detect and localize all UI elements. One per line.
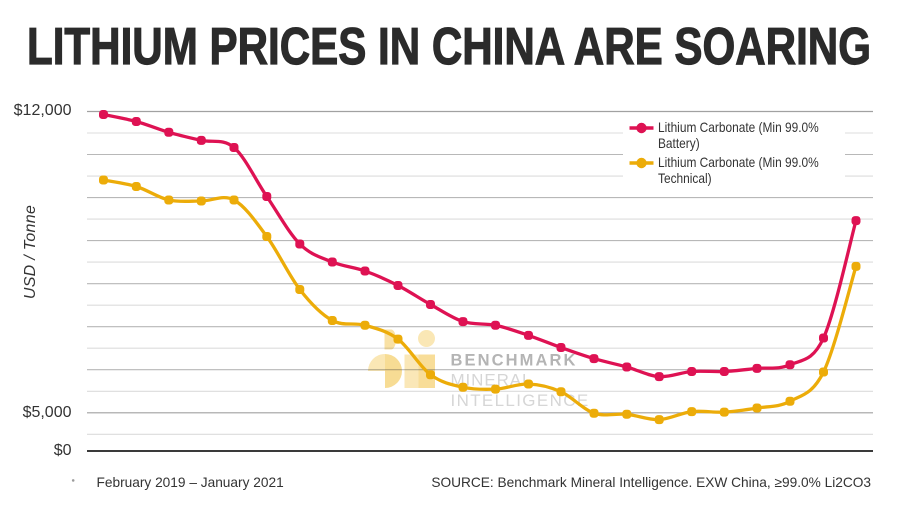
svg-text:INTELLIGENCE: INTELLIGENCE <box>451 391 590 410</box>
svg-text:BENCHMARK: BENCHMARK <box>451 351 578 369</box>
